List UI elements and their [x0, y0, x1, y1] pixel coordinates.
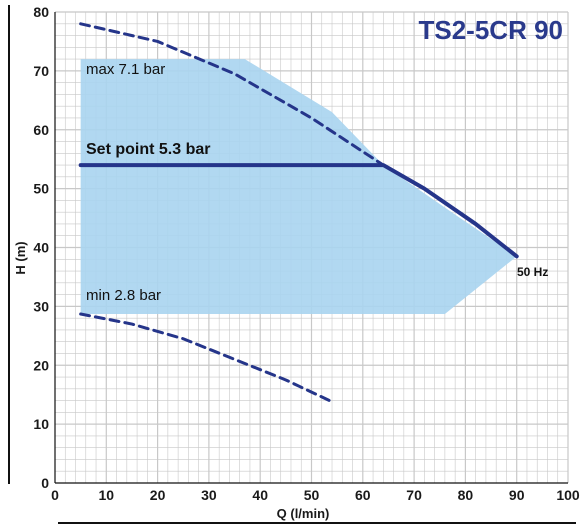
- x-tick-label: 60: [355, 487, 371, 503]
- y-tick-label: 80: [33, 4, 49, 20]
- x-tick-label: 30: [201, 487, 217, 503]
- y-tick-label: 30: [33, 298, 49, 314]
- y-tick-label: 10: [33, 416, 49, 432]
- y-tick-label: 20: [33, 357, 49, 373]
- x-tick-label: 80: [458, 487, 474, 503]
- y-tick-label: 60: [33, 122, 49, 138]
- series-group: [78, 22, 519, 404]
- x-tick-labels: 0 10 20 30 40 50 60 70 80 90 100: [51, 487, 580, 503]
- x-axis-title: Q (l/min): [277, 506, 330, 521]
- y-tick-label: 0: [41, 475, 49, 491]
- setpoint-label: Set point 5.3 bar: [86, 141, 210, 158]
- x-tick-label: 90: [509, 487, 525, 503]
- dashed-curve-0: [79, 22, 385, 167]
- operating-region: [80, 59, 517, 315]
- x-tick-label: 40: [252, 487, 268, 503]
- axes: [8, 5, 576, 524]
- frequency-label: 50 Hz: [517, 265, 548, 279]
- x-tick-label: 0: [51, 487, 59, 503]
- y-tick-label: 50: [33, 181, 49, 197]
- x-tick-label: 20: [150, 487, 166, 503]
- x-tick-label: 10: [99, 487, 115, 503]
- x-tick-label: 100: [556, 487, 580, 503]
- max-pressure-label: max 7.1 bar: [86, 61, 165, 78]
- x-tick-label: 70: [406, 487, 422, 503]
- min-pressure-label: min 2.8 bar: [86, 287, 161, 304]
- y-tick-label: 70: [33, 63, 49, 79]
- y-tick-label: 40: [33, 240, 49, 256]
- chart-title: TS2-5CR 90: [419, 15, 564, 45]
- y-tick-labels: 0 10 20 30 40 50 60 70 80: [33, 4, 49, 491]
- y-axis-title: H (m): [13, 241, 28, 274]
- solid-curve-1: [78, 163, 519, 259]
- dashed-curve-2: [79, 312, 334, 404]
- x-tick-label: 50: [304, 487, 320, 503]
